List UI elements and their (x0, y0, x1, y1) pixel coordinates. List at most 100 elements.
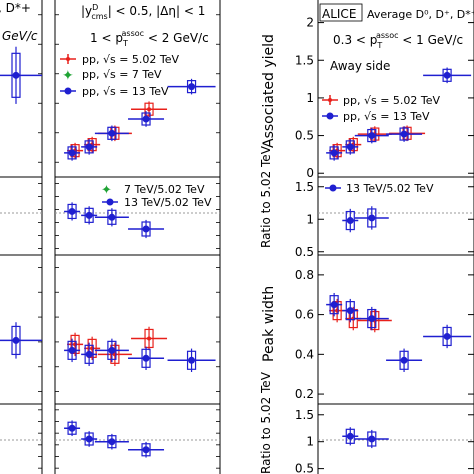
ylabel-ratio1: Ratio to 5.02 TeV (259, 145, 273, 248)
left-partial-panels (0, 0, 43, 474)
right-panels (317, 0, 474, 474)
mid-width-blue-0-syst (67, 340, 77, 360)
mid-width-blue-3-marker (142, 354, 150, 362)
right-header: ALICE Average D⁰, D⁺, D*⁺ 0.3 < pTassoc … (319, 3, 474, 73)
mid-yield-blue-2-marker (108, 129, 116, 137)
mid-width-red-3-syst (144, 328, 154, 349)
ytick-label-ratio1: 0.5 (295, 245, 314, 259)
legend-7tev: pp, √s = 7 TeV (82, 68, 162, 81)
right-legend: pp, √s = 5.02 TeV pp, √s = 13 TeV (322, 94, 441, 123)
species-label: Average D⁰, D⁺, D*⁺ (367, 8, 474, 21)
right-width-13-2-marker (368, 315, 376, 323)
right-width-13-4-syst (442, 326, 452, 347)
right-ratio2-13-1-marker (368, 435, 376, 443)
svg-text:1 < pTassoc < 2 GeV/c: 1 < pTassoc < 2 GeV/c (90, 29, 209, 48)
mid-ratio1-0-marker (68, 207, 76, 215)
ytick-label-width: 0.2 (295, 387, 314, 401)
away-side-label: Away side (330, 59, 390, 73)
mid-width-blue-0-marker (68, 346, 76, 354)
mid-width-red-2-syst (110, 344, 120, 364)
mid-yield-blue-0-syst (67, 146, 77, 160)
mid-ratio2-2-marker (108, 438, 116, 446)
middle-panels (54, 0, 221, 474)
right-ratio1-13-1-syst (367, 208, 377, 228)
middle-ratio-legend: ✦ 7 TeV/5.02 TeV 13 TeV/5.02 TeV (101, 183, 212, 209)
alice-label: ALICE (322, 7, 356, 21)
mid-ratio2-1-syst (84, 432, 94, 446)
right-yield-13-0-syst (329, 146, 339, 160)
mid-width-red-1-syst (87, 338, 97, 358)
mid-yield-blue-3-marker (142, 115, 150, 123)
mid-yield-blue-4-syst (186, 80, 197, 94)
mid-ratio2-2-syst (107, 435, 117, 449)
mid-width-blue-3-syst (141, 348, 151, 368)
right-yield-13-4-syst (442, 68, 452, 82)
mid-width-red-3-marker (147, 336, 152, 341)
data-marks (0, 46, 472, 458)
ytick-label-yield: 1 (306, 91, 314, 105)
mid-width-blue-2-marker (108, 346, 116, 354)
right-yield-13-2-syst (367, 128, 377, 143)
mid-width-blue-4-marker (188, 356, 196, 364)
legend-5tev: pp, √s = 5.02 TeV (82, 53, 180, 66)
ytick-label-yield: 1.5 (295, 53, 314, 67)
right-ratio2-13-0-marker (346, 432, 354, 440)
ylabel-width: Peak width (261, 286, 277, 362)
ytick-label-ratio2: 0.5 (295, 462, 314, 474)
right-width-13-0-syst (329, 295, 339, 315)
right-width-13-1-marker (346, 307, 354, 315)
mid-ratio1-3-syst (141, 221, 151, 237)
right-yield-13-4-marker (443, 71, 451, 79)
right-yield-13-1-marker (346, 143, 354, 151)
right-width-13-3-marker (400, 356, 408, 364)
right-ratio1-13-1-marker (368, 214, 376, 222)
ylabel-yield: Associated yield (261, 34, 277, 148)
ytick-label-yield: 0.5 (295, 129, 314, 143)
mid-ratio2-1-marker (85, 435, 93, 443)
right-legend-13tev: pp, √s = 13 TeV (343, 110, 430, 123)
ytick-label-ratio2: 1.5 (295, 408, 314, 422)
mid-ratio2-3-marker (142, 446, 150, 454)
mid-width-red-0-syst (70, 334, 80, 354)
right-ratio-legend: 13 TeV/5.02 TeV (325, 182, 434, 195)
mid-yield-red-3-syst (144, 102, 154, 116)
mid-width-blue-2-syst (107, 340, 117, 360)
left-yield-0-marker (12, 71, 20, 79)
right-ratio1-13-0-marker (346, 217, 354, 225)
mid-yield-blue-1-syst (84, 140, 94, 154)
right-width-13-2-syst (367, 308, 377, 329)
mid-yield-blue-2-syst (107, 126, 117, 140)
mid-ratio1-0-syst (67, 203, 77, 220)
left-edge-species: , D*+ (0, 1, 31, 15)
right-yield-13-2-marker (368, 132, 376, 140)
right-yield-13-0-marker (330, 149, 338, 157)
ytick-label-width: 0.8 (295, 268, 314, 282)
ratio-legend-7: 7 TeV/5.02 TeV (124, 183, 205, 196)
mid-width-blue-4-syst (186, 350, 197, 370)
left-width-0-syst (11, 325, 21, 356)
mid-ratio1-1-marker (85, 211, 93, 219)
right-legend-5tev: pp, √s = 5.02 TeV (343, 94, 441, 107)
mid-ratio2-0-syst (67, 421, 77, 435)
right-width-13-1-syst (345, 301, 355, 321)
legend-7tev-marker: ✦ (62, 68, 74, 84)
right-ratio1-13-0-syst (345, 210, 355, 231)
svg-text:0.3 < pTassoc < 1 GeV/c: 0.3 < pTassoc < 1 GeV/c (333, 31, 463, 50)
ytick-label-yield: 2 (306, 16, 314, 30)
mid-width-blue-1-marker (85, 350, 93, 358)
ytick-label-ratio2: 1 (306, 435, 314, 449)
mid-ratio1-2-syst (107, 209, 117, 225)
mid-yield-blue-3-syst (141, 112, 151, 126)
right-width-13-4-marker (443, 332, 451, 340)
right-ratio-legend-13: 13 TeV/5.02 TeV (346, 182, 434, 195)
right-width-13-0-marker (330, 301, 338, 309)
ratio-reference-lines (0, 212, 474, 441)
mid-ratio1-3-marker (142, 225, 150, 233)
mid-ratio1-1-syst (84, 207, 94, 223)
ytick-label-ratio1: 1 (306, 212, 314, 226)
ratio-legend-13: 13 TeV/5.02 TeV (124, 196, 212, 209)
right-width-13-3-syst (399, 350, 409, 370)
mid-width-blue-1-syst (84, 344, 94, 364)
ratio-legend-7-marker: ✦ (101, 183, 112, 198)
